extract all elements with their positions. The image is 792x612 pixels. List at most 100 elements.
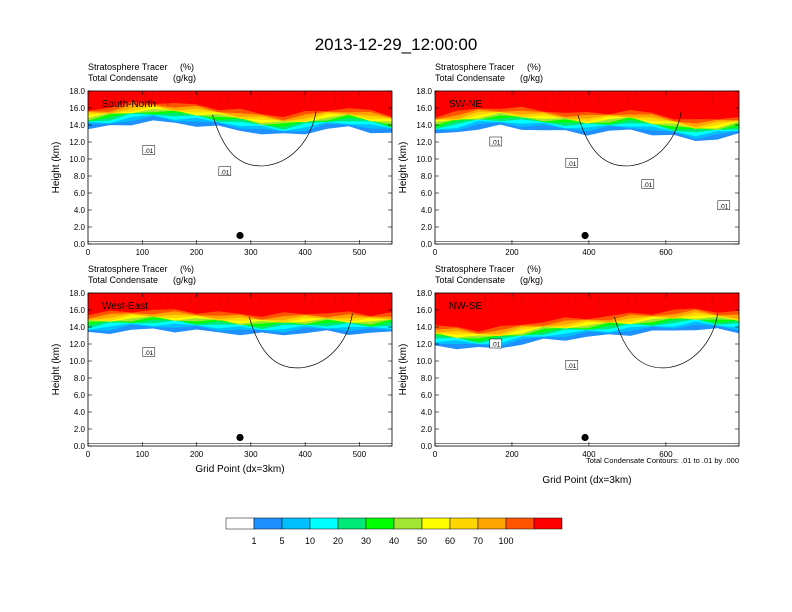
- y-tick-label: 14.0: [69, 121, 85, 130]
- tracer-band-11: [88, 91, 392, 117]
- y-tick-label: 2.0: [421, 223, 433, 232]
- colorbar-label: 100: [498, 536, 513, 546]
- panel-subtitle-units2: (g/kg): [520, 73, 543, 83]
- y-tick-label: 18.0: [69, 289, 85, 298]
- x-tick-label: 400: [582, 450, 596, 459]
- x-tick-label: 0: [433, 248, 438, 257]
- contour-label-box: [717, 200, 731, 210]
- panel-3: Stratosphere Tracer (%) Total Condensate (g…: [51, 264, 393, 459]
- y-tick-label: 2.0: [74, 425, 86, 434]
- x-tick-label: 400: [582, 248, 596, 257]
- colorbar-label: 30: [361, 536, 371, 546]
- contour-label-box: [641, 179, 655, 189]
- colorbar-swatch: [533, 517, 563, 530]
- panel-subtitle-units1: (%): [527, 62, 541, 72]
- colorbar-label: 50: [417, 536, 427, 546]
- panel-label: West-East: [102, 301, 148, 312]
- y-tick-label: 2.0: [74, 223, 86, 232]
- x-tick-label: 200: [190, 248, 204, 257]
- y-tick-label: 6.0: [421, 391, 433, 400]
- contour-label-text: .01: [643, 182, 652, 189]
- y-tick-label: 6.0: [74, 391, 86, 400]
- y-axis-label: Height (km): [398, 344, 409, 396]
- x-tick-label: 200: [505, 248, 519, 257]
- contour-label-box: [218, 166, 232, 176]
- y-tick-label: 10.0: [69, 155, 85, 164]
- panel-subtitle-units1: (%): [527, 264, 541, 274]
- y-tick-label: 10.0: [416, 155, 432, 164]
- x-tick-label: 100: [136, 450, 150, 459]
- y-axis-label: Height (km): [51, 344, 62, 396]
- y-tick-label: 6.0: [74, 189, 86, 198]
- panel-subtitle-line1: Stratosphere Tracer: [435, 62, 515, 72]
- x-tick-label: 300: [244, 248, 258, 257]
- x-tick-label: 200: [190, 450, 204, 459]
- colorbar-label: 20: [333, 536, 343, 546]
- plot-frame: [434, 292, 740, 447]
- y-tick-label: 4.0: [421, 206, 433, 215]
- y-tick-label: 12.0: [416, 138, 432, 147]
- colorbar-swatch: [281, 517, 311, 530]
- x-tick-label: 500: [353, 450, 367, 459]
- colorbar-label: 1: [251, 536, 256, 546]
- panels-group: Stratosphere Tracer (%) Total Condensate (g…: [51, 62, 740, 459]
- panel-label: SW-NE: [449, 99, 482, 110]
- y-tick-label: 18.0: [416, 289, 432, 298]
- contour-label-box: [565, 360, 579, 370]
- y-tick-label: 4.0: [74, 206, 86, 215]
- panel-label: NW-SE: [449, 301, 482, 312]
- colorbar-swatch: [393, 517, 423, 530]
- x-tick-label: 600: [659, 450, 673, 459]
- tracer-band-11: [435, 293, 739, 332]
- panel-1: Stratosphere Tracer (%) Total Condensate (g…: [51, 62, 393, 257]
- colorbar-label: 60: [445, 536, 455, 546]
- location-marker: [581, 231, 589, 240]
- contour-label: .01: [142, 347, 156, 357]
- y-tick-label: 8.0: [421, 172, 433, 181]
- colorbar-label: 70: [473, 536, 483, 546]
- x-tick-label: 200: [505, 450, 519, 459]
- location-marker: [236, 231, 244, 240]
- plot-frame: [87, 90, 393, 245]
- tracer-band-11: [88, 293, 392, 317]
- y-tick-label: 14.0: [416, 323, 432, 332]
- colorbar-swatch: [225, 517, 255, 530]
- y-tick-label: 6.0: [421, 189, 433, 198]
- y-tick-label: 0.0: [74, 442, 86, 451]
- colorbar-swatch: [337, 517, 367, 530]
- panel-subtitle-units2: (g/kg): [173, 275, 196, 285]
- panel-subtitle-line2: Total Condensate: [88, 275, 158, 285]
- x-tick-label: 600: [659, 248, 673, 257]
- tracer-field: [435, 293, 739, 350]
- y-tick-label: 12.0: [416, 340, 432, 349]
- condensate-contour: [614, 313, 719, 369]
- contour-label-text: .01: [491, 342, 500, 349]
- panel-2: Stratosphere Tracer (%) Total Condensate (g…: [398, 62, 740, 257]
- x-tick-label: 400: [298, 450, 312, 459]
- contour-label-text: .01: [491, 140, 500, 147]
- tracer-field: [88, 293, 392, 336]
- panel-subtitle-line2: Total Condensate: [88, 73, 158, 83]
- y-tick-label: 16.0: [416, 306, 432, 315]
- y-tick-label: 0.0: [421, 442, 433, 451]
- y-tick-label: 2.0: [421, 425, 433, 434]
- contour-label-box: [142, 145, 156, 155]
- colorbar-swatch: [253, 517, 283, 530]
- contour-label-text: .01: [567, 161, 576, 168]
- x-tick-label: 0: [433, 450, 438, 459]
- contour-label-text: .01: [220, 169, 229, 176]
- y-tick-label: 14.0: [416, 121, 432, 130]
- colorbar-swatch: [477, 517, 507, 530]
- y-tick-label: 16.0: [69, 104, 85, 113]
- y-tick-label: 18.0: [69, 87, 85, 96]
- y-tick-label: 12.0: [69, 340, 85, 349]
- contour-label: .01: [142, 145, 156, 155]
- colorbar-swatch: [309, 517, 339, 530]
- y-tick-label: 8.0: [74, 374, 86, 383]
- panel-subtitle-units1: (%): [180, 264, 194, 274]
- y-tick-label: 14.0: [69, 323, 85, 332]
- y-axis-label: Height (km): [398, 142, 409, 194]
- panel-subtitle-line1: Stratosphere Tracer: [88, 62, 168, 72]
